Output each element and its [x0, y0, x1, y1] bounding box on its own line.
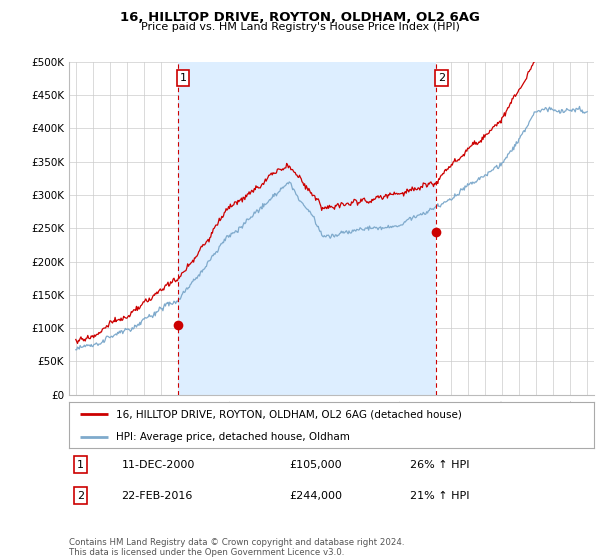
Text: 11-DEC-2000: 11-DEC-2000: [121, 460, 195, 470]
Bar: [178, 62, 436, 395]
Text: 26% ↑ HPI: 26% ↑ HPI: [410, 460, 470, 470]
Text: HPI: Average price, detached house, Oldham: HPI: Average price, detached house, Oldh…: [116, 432, 350, 441]
Text: 2: 2: [77, 491, 84, 501]
Text: Contains HM Land Registry data © Crown copyright and database right 2024.
This d: Contains HM Land Registry data © Crown c…: [69, 538, 404, 557]
Text: 2: 2: [438, 73, 445, 83]
Text: 1: 1: [77, 460, 84, 470]
Text: 16, HILLTOP DRIVE, ROYTON, OLDHAM, OL2 6AG: 16, HILLTOP DRIVE, ROYTON, OLDHAM, OL2 6…: [120, 11, 480, 24]
Text: 16, HILLTOP DRIVE, ROYTON, OLDHAM, OL2 6AG (detached house): 16, HILLTOP DRIVE, ROYTON, OLDHAM, OL2 6…: [116, 409, 462, 419]
Text: 22-FEB-2016: 22-FEB-2016: [121, 491, 193, 501]
Text: Price paid vs. HM Land Registry's House Price Index (HPI): Price paid vs. HM Land Registry's House …: [140, 22, 460, 32]
Text: £244,000: £244,000: [290, 491, 343, 501]
Text: 1: 1: [180, 73, 187, 83]
Text: 21% ↑ HPI: 21% ↑ HPI: [410, 491, 470, 501]
Text: £105,000: £105,000: [290, 460, 342, 470]
